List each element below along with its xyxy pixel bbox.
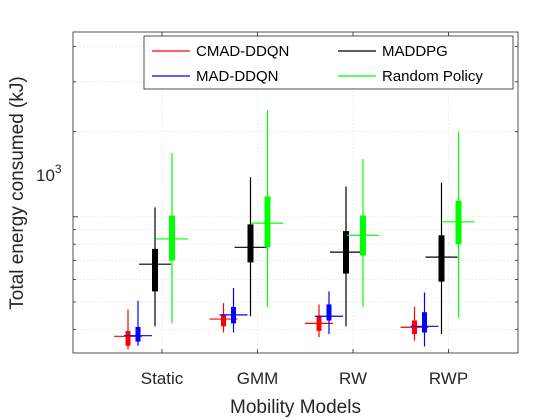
box-iqr: [152, 249, 158, 291]
box-iqr: [456, 201, 462, 245]
x-tick-label: RW: [339, 369, 367, 388]
x-axis-label: Mobility Models: [230, 397, 361, 418]
legend-label: MADDPG: [382, 43, 448, 60]
x-tick-label: GMM: [237, 369, 279, 388]
box-iqr: [169, 216, 175, 261]
box-iqr: [265, 196, 271, 247]
legend: CMAD-DDQN MAD-DDQN MADDPG Random Policy: [144, 36, 513, 89]
box-iqr: [221, 315, 226, 326]
legend-label: CMAD-DDQN: [196, 43, 289, 60]
legend-label: Random Policy: [382, 68, 483, 85]
box-iqr: [327, 304, 332, 320]
box-iqr: [422, 312, 427, 332]
x-tick-label: Static: [141, 369, 184, 388]
legend-label: MAD-DDQN: [196, 68, 279, 85]
y-tick-exponent: 3: [55, 162, 62, 176]
box-iqr: [126, 331, 131, 346]
box-iqr: [248, 224, 254, 262]
x-tick-label: RWP: [429, 369, 468, 388]
y-tick-label: 103: [36, 162, 62, 185]
y-axis-label: Total energy consumed (kJ): [7, 76, 28, 309]
box-iqr: [439, 235, 445, 281]
box-iqr: [136, 327, 141, 342]
